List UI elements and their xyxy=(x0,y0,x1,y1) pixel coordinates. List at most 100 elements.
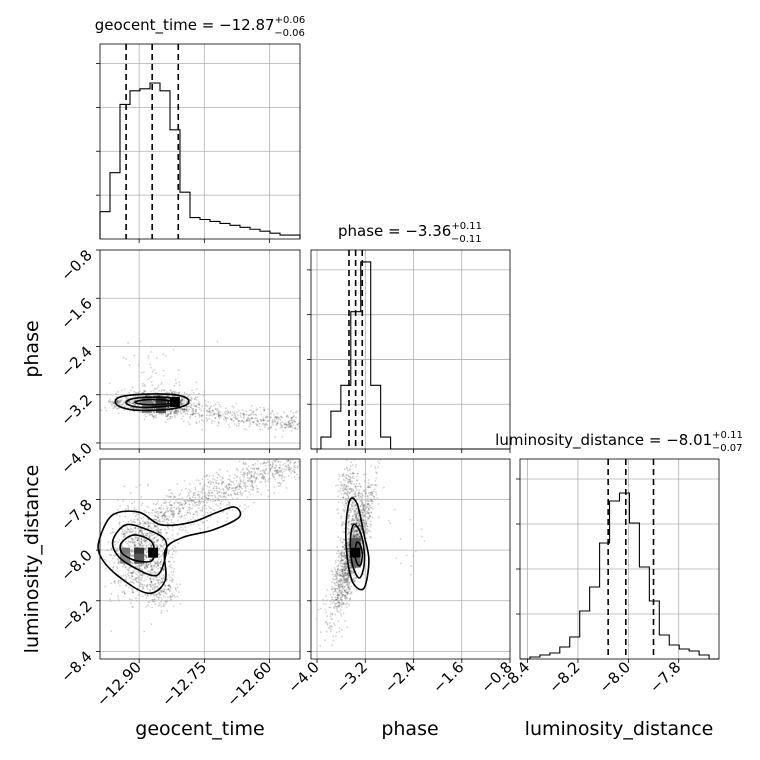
sample-point xyxy=(294,461,297,464)
sample-point xyxy=(289,426,292,429)
sample-point xyxy=(339,583,342,586)
sample-point xyxy=(195,479,198,482)
sample-point xyxy=(147,522,150,525)
sample-point xyxy=(206,501,208,504)
sample-point xyxy=(127,397,130,400)
sample-point xyxy=(244,485,247,488)
sample-point xyxy=(151,370,154,373)
sample-point xyxy=(266,415,269,418)
sample-point xyxy=(143,540,146,543)
sample-point xyxy=(170,598,172,601)
sample-point xyxy=(127,528,130,531)
sample-point xyxy=(189,406,192,408)
sample-point xyxy=(131,399,133,402)
sample-point xyxy=(340,635,343,638)
sample-point xyxy=(344,561,347,564)
sample-point xyxy=(137,542,139,545)
sample-point xyxy=(134,404,137,406)
sample-point xyxy=(194,501,196,504)
sample-point xyxy=(116,547,118,550)
sample-point xyxy=(341,580,343,582)
sample-point xyxy=(159,593,162,596)
sample-point xyxy=(111,557,114,560)
sample-point xyxy=(127,520,130,523)
sample-point xyxy=(363,525,366,528)
sample-point xyxy=(150,527,153,530)
sample-point xyxy=(334,596,337,599)
sample-point xyxy=(370,465,373,467)
sample-point xyxy=(143,563,146,566)
sample-point xyxy=(171,556,174,559)
sample-point xyxy=(149,544,152,547)
sample-point xyxy=(212,488,215,490)
sample-point xyxy=(157,531,160,534)
sample-point xyxy=(294,430,296,432)
sample-point xyxy=(256,419,259,422)
sample-point xyxy=(145,554,148,557)
sample-point xyxy=(156,561,159,564)
sample-point xyxy=(339,590,342,592)
sample-point xyxy=(334,578,337,581)
sample-point xyxy=(240,485,242,488)
sample-point xyxy=(169,503,172,506)
sample-point xyxy=(270,412,272,415)
sample-point xyxy=(117,597,120,600)
sample-point xyxy=(162,369,165,372)
sample-point xyxy=(244,487,247,489)
sample-point xyxy=(156,541,158,543)
sample-point xyxy=(349,559,351,561)
sample-point xyxy=(343,585,346,588)
sample-point xyxy=(341,559,344,562)
sample-point xyxy=(136,539,139,542)
sample-point xyxy=(149,562,152,565)
sample-point xyxy=(158,389,161,392)
sample-point xyxy=(177,512,180,515)
sample-point xyxy=(347,583,349,585)
sample-point xyxy=(263,471,265,473)
sample-point xyxy=(135,565,138,567)
sample-point xyxy=(360,528,362,531)
sample-point xyxy=(331,612,334,615)
sample-point xyxy=(151,599,154,601)
sample-point xyxy=(157,531,160,534)
sample-point xyxy=(228,486,231,489)
sample-point xyxy=(144,521,147,524)
sample-point xyxy=(153,565,156,567)
sample-point xyxy=(388,440,390,442)
sample-point xyxy=(341,545,344,548)
sample-point xyxy=(148,536,151,539)
sample-point xyxy=(346,572,349,574)
sample-point xyxy=(374,454,376,456)
sample-point xyxy=(356,532,359,535)
sample-point xyxy=(154,525,157,527)
sample-point xyxy=(132,541,135,544)
sample-point xyxy=(346,602,349,604)
sample-point xyxy=(153,415,156,417)
sample-point xyxy=(348,588,351,590)
sample-point xyxy=(137,407,139,410)
sample-point xyxy=(143,390,146,393)
sample-point xyxy=(169,504,172,506)
sample-point xyxy=(152,400,155,402)
sample-point xyxy=(271,421,273,424)
sample-point xyxy=(242,413,245,416)
sample-point xyxy=(206,409,209,412)
sample-point xyxy=(262,417,265,420)
sample-point xyxy=(343,555,346,558)
sample-point xyxy=(164,511,167,514)
sample-point xyxy=(230,418,233,421)
sample-point xyxy=(253,476,256,479)
sample-point xyxy=(344,577,347,580)
sample-point xyxy=(117,558,119,561)
sample-point xyxy=(338,574,340,577)
sample-point xyxy=(231,489,234,492)
sample-point xyxy=(160,561,162,563)
sample-point xyxy=(355,533,357,536)
sample-point xyxy=(194,410,197,412)
sample-point xyxy=(264,469,266,472)
sample-point xyxy=(154,571,156,573)
sample-point xyxy=(157,512,160,515)
sample-point xyxy=(141,532,144,535)
sample-point xyxy=(163,375,165,377)
sample-point xyxy=(227,489,229,492)
